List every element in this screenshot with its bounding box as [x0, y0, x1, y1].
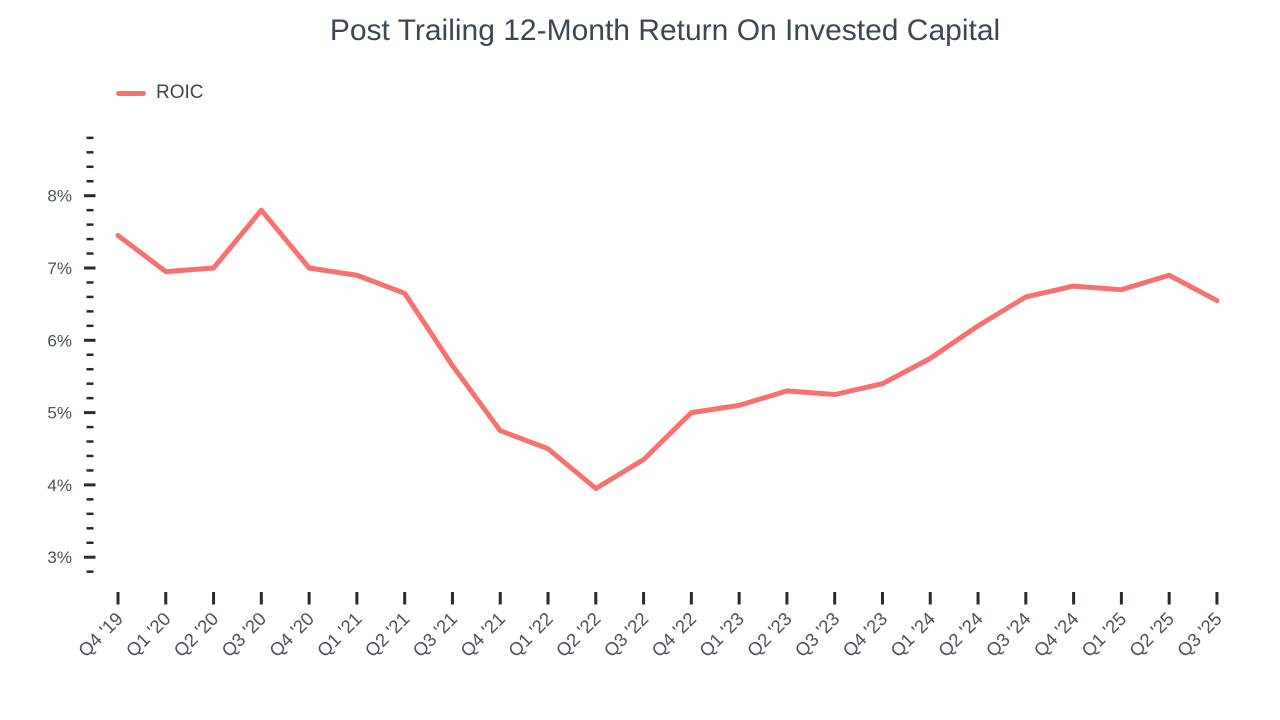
x-axis-tick-label: Q3 '25 [1173, 608, 1226, 661]
x-axis-tick-label: Q4 '23 [838, 608, 891, 661]
x-axis-tick-label: Q2 '25 [1125, 608, 1178, 661]
x-axis-tick-label: Q2 '21 [361, 608, 414, 661]
roic-line [115, 207, 1220, 492]
x-axis-tick-label: Q3 '24 [982, 608, 1035, 661]
y-axis-tick-label: 5% [47, 404, 72, 423]
x-axis-tick-label: Q2 '20 [169, 608, 222, 661]
x-axis-tick-label: Q4 '24 [1029, 608, 1082, 661]
y-axis-tick-label: 3% [47, 548, 72, 567]
x-axis-tick-label: Q3 '21 [408, 608, 461, 661]
x-axis-tick-label: Q3 '20 [217, 608, 270, 661]
y-axis-tick-label: 8% [47, 187, 72, 206]
x-axis-tick-label: Q1 '25 [1077, 608, 1130, 661]
x-axis-tick-label: Q4 '19 [74, 608, 127, 661]
y-axis-tick-label: 4% [47, 476, 72, 495]
x-axis-tick-label: Q2 '24 [934, 608, 987, 661]
legend-label: ROIC [156, 82, 204, 103]
x-axis-tick-label: Q3 '22 [599, 608, 652, 661]
x-axis-tick-label: Q3 '23 [791, 608, 844, 661]
x-axis-tick-label: Q1 '21 [313, 608, 366, 661]
x-axis-tick-label: Q1 '20 [122, 608, 175, 661]
x-axis-tick-label: Q2 '22 [552, 608, 605, 661]
x-axis-tick-label: Q4 '22 [647, 608, 700, 661]
legend-line-swatch [116, 90, 146, 96]
x-axis-tick-label: Q4 '21 [456, 608, 509, 661]
x-axis-tick-label: Q2 '23 [743, 608, 796, 661]
x-axis-tick-label: Q1 '22 [504, 608, 557, 661]
legend-item-roic[interactable]: ROIC [116, 82, 204, 104]
x-axis-tick-label: Q4 '20 [265, 608, 318, 661]
x-axis-tick-label: Q1 '23 [695, 608, 748, 661]
y-axis-tick-label: 7% [47, 259, 72, 278]
y-axis-tick-label: 6% [47, 331, 72, 350]
chart-title: Post Trailing 12-Month Return On Investe… [329, 14, 1001, 47]
x-axis-tick-label: Q1 '24 [886, 608, 939, 661]
